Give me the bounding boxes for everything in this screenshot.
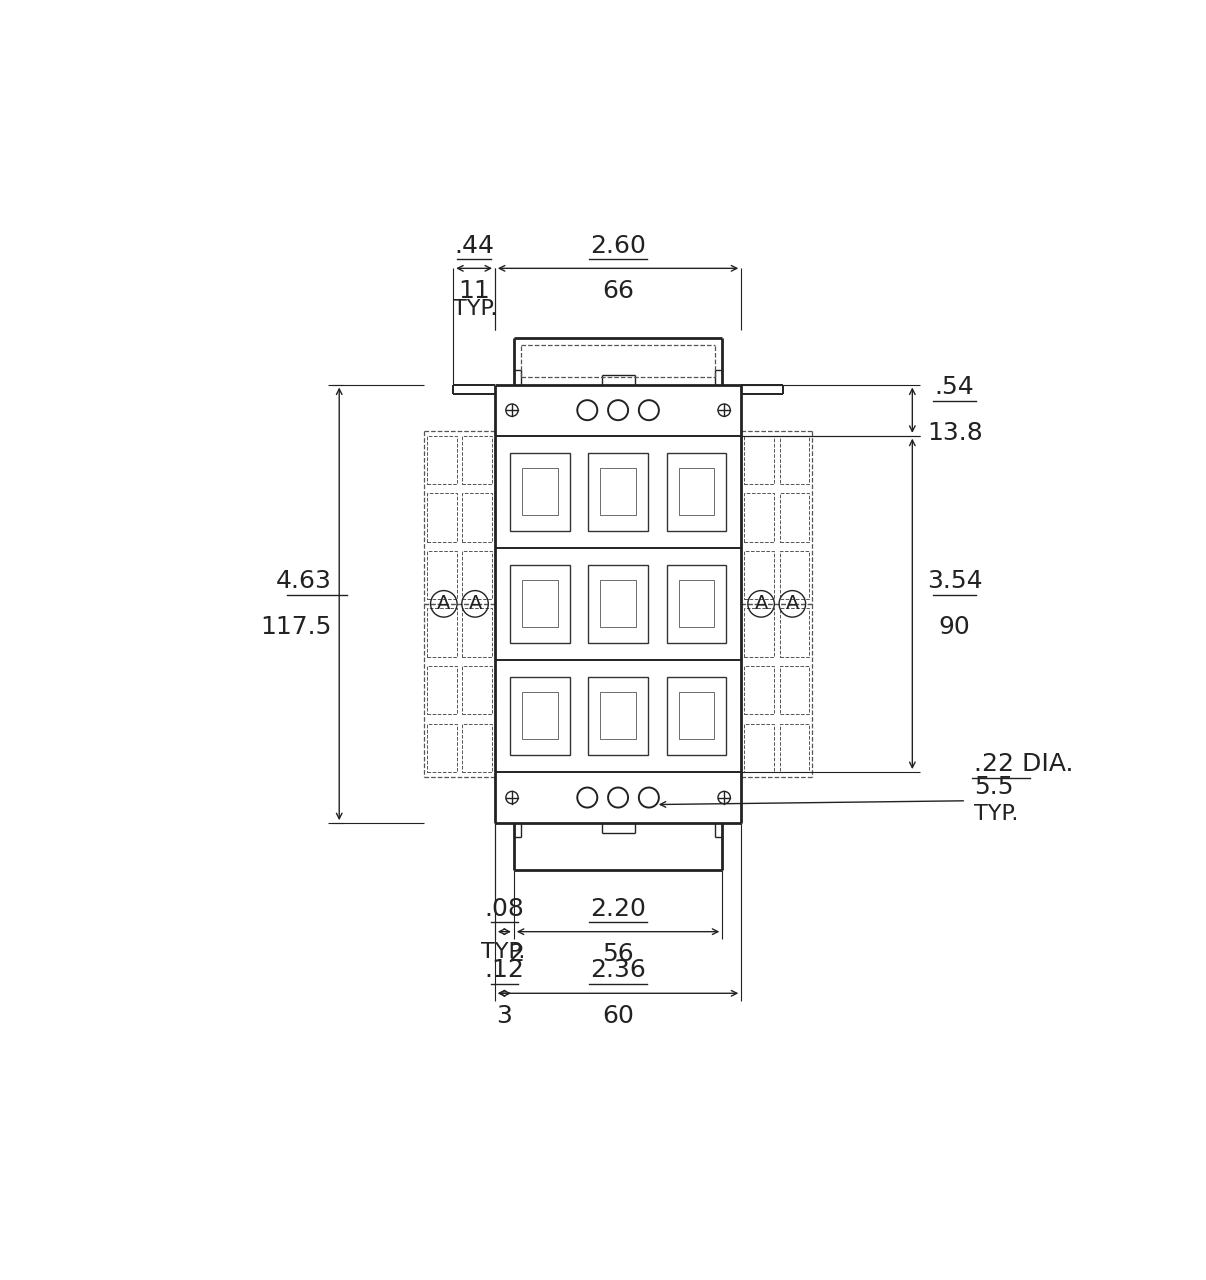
Text: .54: .54 (935, 375, 974, 399)
Text: 2: 2 (508, 942, 525, 966)
Text: .08: .08 (485, 897, 525, 920)
Bar (601, 692, 636, 740)
Text: 13.8: 13.8 (926, 421, 983, 445)
Bar (779, 493, 809, 541)
Bar (510, 564, 569, 643)
Text: A: A (755, 594, 768, 613)
Text: .44: .44 (455, 233, 494, 257)
Bar (462, 435, 492, 484)
Text: 11: 11 (458, 279, 490, 303)
Bar (427, 608, 457, 657)
Bar (522, 468, 557, 516)
Bar (427, 550, 457, 599)
Text: 2.36: 2.36 (590, 959, 646, 983)
Bar (667, 564, 726, 643)
Bar (744, 666, 774, 714)
Bar (462, 723, 492, 772)
Text: 56: 56 (602, 942, 634, 966)
Bar (601, 580, 636, 627)
Text: A: A (437, 594, 451, 613)
Bar (744, 608, 774, 657)
Bar (779, 723, 809, 772)
Bar (679, 692, 714, 740)
Text: 4.63: 4.63 (276, 570, 332, 593)
Text: TYP.: TYP. (452, 300, 497, 319)
Bar (601, 468, 636, 516)
Text: TYP.: TYP. (481, 942, 526, 963)
Bar (462, 608, 492, 657)
Text: .22 DIA.: .22 DIA. (974, 753, 1073, 776)
Bar (744, 435, 774, 484)
Bar (510, 453, 569, 531)
Bar (427, 723, 457, 772)
Bar (462, 493, 492, 541)
Text: 66: 66 (602, 279, 634, 303)
Text: 117.5: 117.5 (260, 614, 332, 639)
Text: 3: 3 (497, 1004, 513, 1028)
Bar (679, 580, 714, 627)
Bar (522, 692, 557, 740)
Bar (589, 453, 648, 531)
Bar (522, 580, 557, 627)
Text: .12: .12 (485, 959, 525, 983)
Text: A: A (468, 594, 481, 613)
Text: 2.60: 2.60 (590, 233, 646, 257)
Bar (589, 677, 648, 755)
Bar (744, 723, 774, 772)
Bar (779, 666, 809, 714)
Bar (427, 666, 457, 714)
Bar (510, 677, 569, 755)
Bar (667, 453, 726, 531)
Bar (779, 435, 809, 484)
Bar (679, 468, 714, 516)
Bar (779, 550, 809, 599)
Bar (779, 608, 809, 657)
Bar (462, 666, 492, 714)
Bar (667, 677, 726, 755)
Bar (744, 550, 774, 599)
Bar (744, 493, 774, 541)
Text: 3.54: 3.54 (927, 570, 983, 593)
Bar (427, 435, 457, 484)
Text: TYP.: TYP. (974, 804, 1018, 824)
Text: 60: 60 (602, 1004, 634, 1028)
Bar (427, 493, 457, 541)
Text: 90: 90 (938, 614, 971, 639)
Text: 2.20: 2.20 (590, 897, 646, 920)
Bar (589, 564, 648, 643)
Text: 5.5: 5.5 (974, 776, 1013, 799)
Text: A: A (785, 594, 800, 613)
Bar (462, 550, 492, 599)
